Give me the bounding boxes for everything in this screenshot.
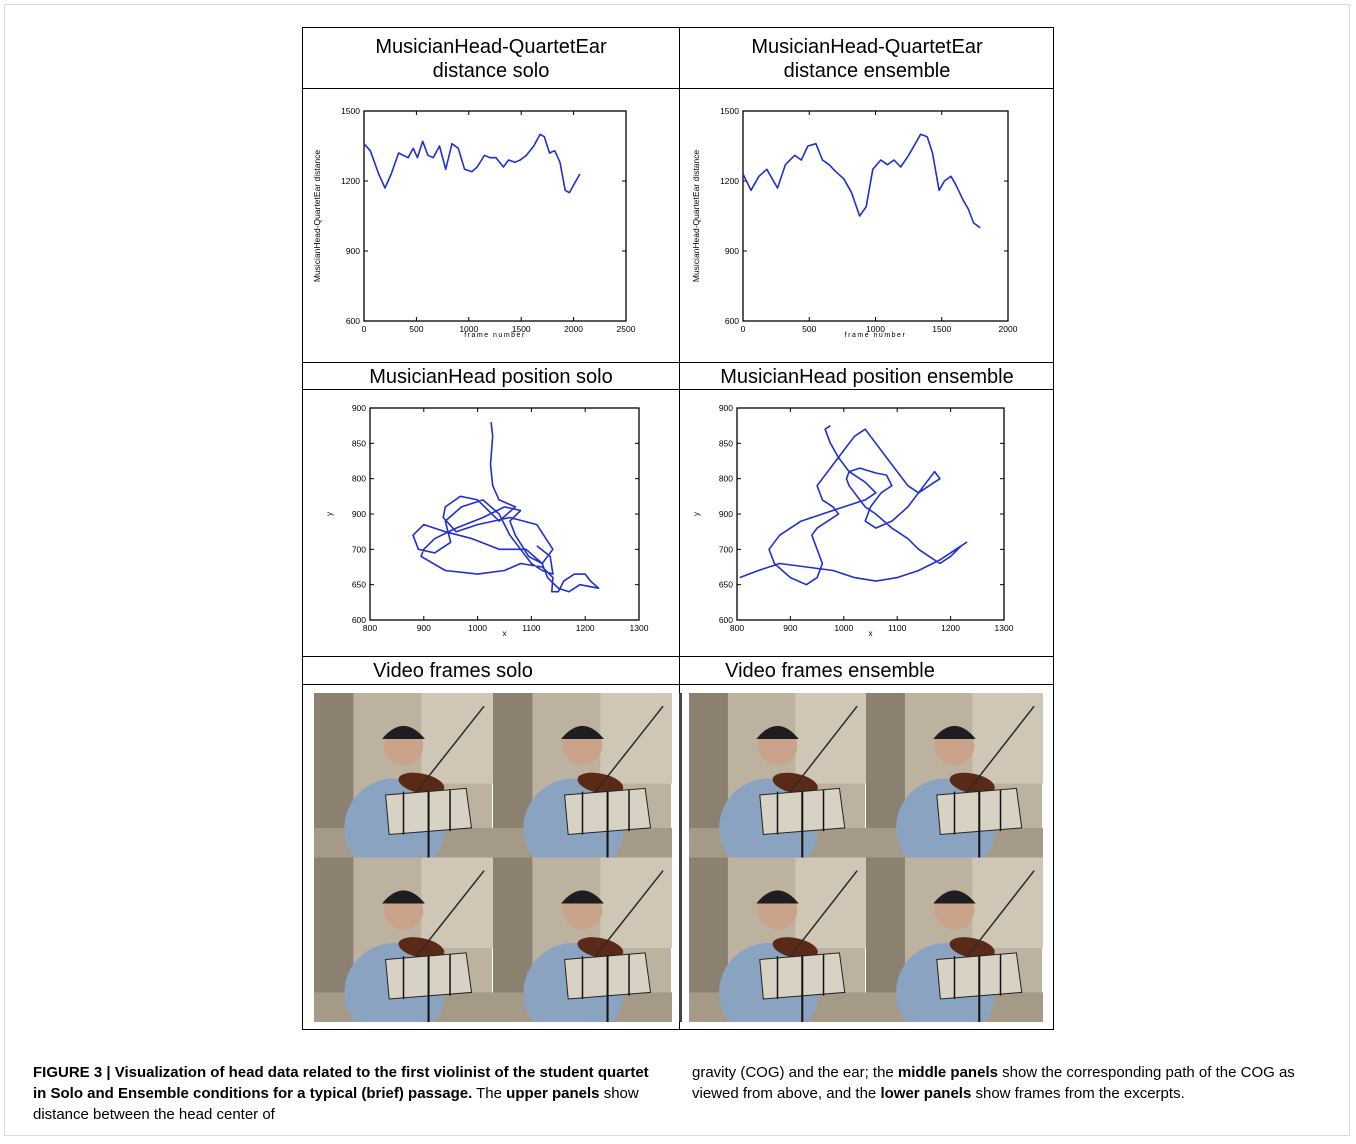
caption-text-3: show the corresponding path of the COG a… [692, 1064, 1295, 1102]
y-tick-label: 600 [346, 316, 360, 326]
y-tick-label: 850 [352, 438, 366, 448]
x-tick-label: 800 [730, 623, 744, 633]
video-frame [314, 857, 493, 1022]
series-line [412, 422, 600, 593]
x-tick-label: 1200 [941, 623, 960, 633]
x-axis-label: frame number [845, 332, 907, 339]
x-tick-label: 900 [417, 623, 431, 633]
y-tick-label: 700 [352, 544, 366, 554]
bot-left-title: Video frames solo [373, 660, 533, 682]
y-tick-label: 650 [352, 580, 366, 590]
x-tick-label: 0 [362, 324, 367, 334]
x-tick-label: 1500 [512, 324, 531, 334]
x-tick-label: 1100 [888, 623, 907, 633]
y-tick-label: 1200 [341, 176, 360, 186]
x-tick-label: 2000 [999, 324, 1018, 334]
x-tick-label: 900 [783, 623, 797, 633]
caption-lower-panels: lower panels [880, 1085, 972, 1102]
y-tick-label: 1200 [720, 176, 739, 186]
x-tick-label: 1300 [995, 623, 1014, 633]
y-axis-label: MusicianHead-QuartetEar distance [312, 150, 322, 283]
y-tick-label: 850 [719, 438, 733, 448]
video-frame [689, 857, 866, 1022]
y-tick-label: 700 [719, 544, 733, 554]
y-axis-label: y [692, 512, 701, 516]
x-tick-label: 1500 [932, 324, 951, 334]
caption-right: gravity (COG) and the ear; the middle pa… [692, 1062, 1332, 1104]
y-tick-label: 1500 [341, 106, 360, 116]
y-axis-label: y [325, 512, 334, 516]
video-frame [493, 693, 672, 878]
y-tick-label: 900 [346, 246, 360, 256]
series-line [363, 133, 581, 194]
y-tick-label: 900 [719, 509, 733, 519]
figure-grid: MusicianHead-QuartetEar distance solo Mus… [302, 27, 1054, 1030]
y-tick-label: 600 [725, 316, 739, 326]
video-frame [493, 857, 672, 1022]
chart-position-solo: 800 900 1000 1100 1200 1300 600 650 700 900 800 850… [325, 403, 649, 638]
x-tick-label: 1000 [459, 324, 478, 334]
x-tick-label: 1000 [468, 623, 487, 633]
plot-frame [363, 110, 627, 322]
caption-upper-panels: upper panels [506, 1085, 600, 1102]
bot-right-title: Video frames ensemble [725, 660, 935, 682]
mid-left-title: MusicianHead position solo [369, 366, 613, 388]
y-tick-label: 1500 [720, 106, 739, 116]
caption-left: FIGURE 3 | Visualization of head data re… [33, 1062, 653, 1125]
top-left-title: MusicianHead-QuartetEar distance solo [375, 36, 607, 82]
y-tick-label: 600 [352, 615, 366, 625]
y-axis-label: MusicianHead-QuartetEar distance [691, 150, 701, 283]
caption-middle-panels: middle panels [897, 1064, 998, 1081]
caption-text-2a: show distance between the head center of [33, 1085, 639, 1123]
x-axis-label: frame number [464, 332, 526, 339]
caption-bold-lead: FIGURE 3 | Visualization of head data re… [33, 1064, 649, 1102]
x-tick-label: 1000 [834, 623, 853, 633]
y-tick-label: 900 [719, 403, 733, 413]
y-tick-label: 900 [352, 509, 366, 519]
x-tick-label: 800 [363, 623, 377, 633]
y-tick-label: 650 [719, 580, 733, 590]
top-right-title: MusicianHead-QuartetEar distance ensemble [751, 36, 983, 82]
x-tick-label: 1000 [866, 324, 885, 334]
x-axis-label: x [869, 629, 873, 638]
y-tick-label: 800 [719, 474, 733, 484]
video-frame [314, 693, 493, 878]
figure-frame [4, 4, 1350, 1136]
video-frame [866, 857, 1043, 1022]
x-tick-label: 0 [741, 324, 746, 334]
plot-frame [742, 110, 1009, 322]
chart-distance-solo: 0 500 1000 1500 2000 250060090012001500frame … [312, 106, 636, 339]
video-frame [689, 693, 866, 878]
x-tick-label: 1100 [522, 623, 541, 633]
x-axis-label: x [503, 629, 507, 638]
mid-right-title: MusicianHead position ensemble [720, 366, 1014, 388]
y-tick-label: 900 [725, 246, 739, 256]
x-tick-label: 500 [409, 324, 423, 334]
chart-position-ensemble: 800 900 1000 1100 1200 1300 600 650 700 900 800 850… [692, 403, 1014, 638]
x-tick-label: 2000 [564, 324, 583, 334]
video-frames-ensemble [689, 693, 1043, 1022]
series-line [739, 425, 968, 586]
y-tick-label: 800 [352, 474, 366, 484]
x-tick-label: 1300 [630, 623, 649, 633]
y-tick-label: 600 [719, 615, 733, 625]
y-tick-label: 900 [352, 403, 366, 413]
x-tick-label: 2500 [617, 324, 636, 334]
chart-distance-ensemble: 0 500 1000 1500 2000 600 900 1200 1500 frame numb… [691, 106, 1018, 339]
video-frame [866, 693, 1043, 878]
caption-text-1: The [472, 1085, 507, 1102]
plot-frame [736, 407, 1005, 621]
caption-text-4: show frames from the excerpts. [971, 1085, 1185, 1102]
caption-text-2b: gravity (COG) and the ear; the [692, 1064, 898, 1081]
x-tick-label: 500 [802, 324, 816, 334]
x-tick-label: 1200 [576, 623, 595, 633]
series-line [742, 133, 981, 229]
video-frames-solo [314, 693, 672, 1022]
